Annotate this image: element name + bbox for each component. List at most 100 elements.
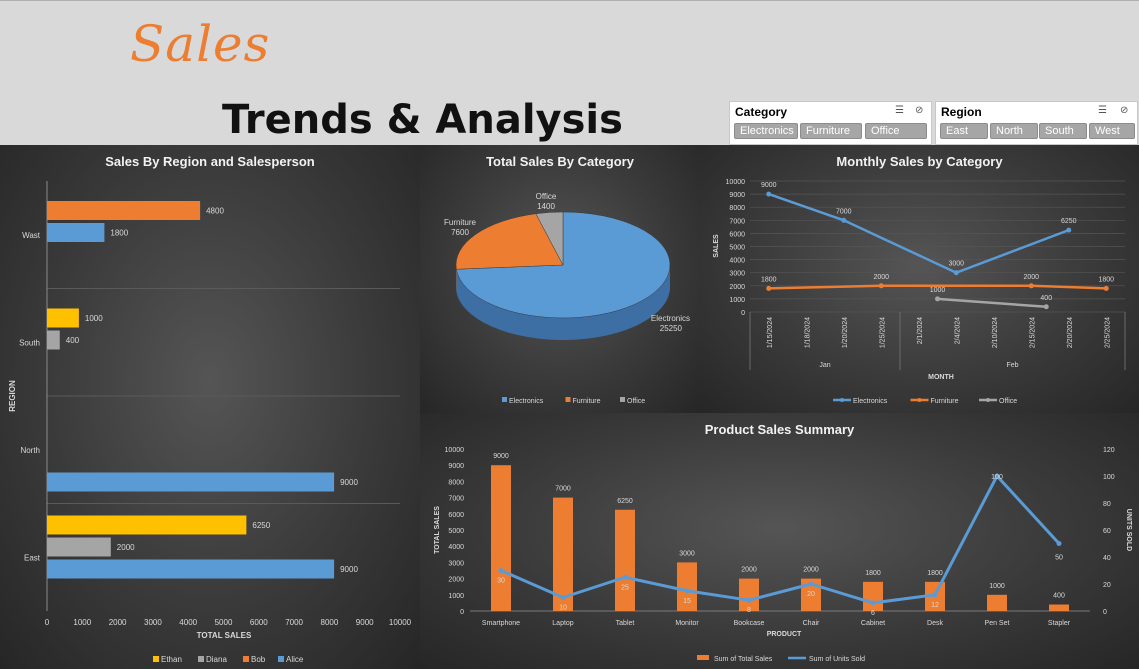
y2-tick-label: 0 bbox=[1103, 609, 1107, 616]
dashboard-subtitle: Trends & Analysis bbox=[222, 97, 623, 143]
legend-label: Alice bbox=[286, 655, 304, 664]
data-point bbox=[684, 588, 690, 594]
y-tick-label: 6000 bbox=[729, 231, 745, 238]
y-tick-label: 8000 bbox=[729, 205, 745, 212]
y-tick-label: 3000 bbox=[729, 271, 745, 278]
bar bbox=[553, 497, 573, 611]
units-label: 12 bbox=[931, 602, 939, 609]
legend-label: Sum of Units Sold bbox=[809, 656, 865, 663]
data-point bbox=[622, 574, 628, 580]
slicer-title: Category bbox=[735, 105, 788, 119]
units-label: 10 bbox=[559, 605, 567, 612]
series-line bbox=[768, 284, 1107, 290]
slice-label: Electronics bbox=[651, 314, 690, 323]
bar bbox=[47, 330, 60, 350]
slice-label: Furniture bbox=[444, 218, 477, 227]
y-tick-label: 5000 bbox=[729, 245, 745, 252]
legend-label: Furniture bbox=[573, 398, 601, 405]
pie-slice bbox=[535, 211, 564, 266]
y2-tick-label: 80 bbox=[1103, 501, 1111, 508]
legend-swatch bbox=[278, 656, 284, 662]
y2-tick-label: 120 bbox=[1103, 447, 1115, 454]
monthly-sales-chart[interactable]: Monthly Sales by Category 0 1000 2000 3000 4… bbox=[700, 145, 1139, 413]
data-label: 1000 bbox=[930, 287, 946, 294]
data-label: 1800 bbox=[1098, 276, 1114, 283]
x-tick-label: 3000 bbox=[144, 618, 162, 627]
data-point bbox=[994, 473, 1000, 479]
x-tick-label: 1000 bbox=[73, 618, 91, 627]
data-point bbox=[498, 568, 504, 573]
slicer-item-south[interactable]: South bbox=[1039, 123, 1087, 139]
data-point bbox=[766, 191, 772, 197]
data-point bbox=[870, 600, 876, 606]
y-tick-label: 9000 bbox=[729, 192, 745, 199]
series-line bbox=[768, 192, 1070, 275]
series-line bbox=[937, 297, 1047, 309]
data-label: 1000 bbox=[85, 314, 103, 323]
chart-title: Product Sales Summary bbox=[704, 422, 855, 437]
legend-swatch bbox=[697, 655, 709, 660]
clear-filter-icon[interactable]: ⊘ bbox=[1120, 105, 1129, 116]
legend-label: Sum of Total Sales bbox=[714, 656, 773, 663]
data-label: 9000 bbox=[340, 565, 358, 574]
units-label: 20 bbox=[807, 591, 815, 598]
legend-swatch bbox=[620, 397, 625, 402]
clear-filter-icon[interactable]: ⊘ bbox=[915, 105, 924, 116]
bar bbox=[615, 509, 635, 611]
units-label: 15 bbox=[683, 598, 691, 605]
x-tick-label: Chair bbox=[803, 620, 820, 627]
data-point bbox=[932, 592, 938, 598]
multi-select-icon[interactable]: ☰ bbox=[895, 105, 904, 116]
x-tick-label: 2/10/2024 bbox=[992, 317, 999, 348]
y-tick-label: 1000 bbox=[448, 593, 464, 600]
y-tick-label: 4000 bbox=[729, 258, 745, 265]
slicer-item-furniture[interactable]: Furniture bbox=[800, 123, 862, 139]
bar bbox=[47, 223, 105, 242]
y-tick-label: 0 bbox=[460, 609, 464, 616]
slicer-item-north[interactable]: North bbox=[990, 123, 1038, 139]
slicer-item-east[interactable]: East bbox=[940, 123, 988, 139]
y-axis-title: REGION bbox=[8, 380, 17, 412]
chart-title: Sales By Region and Salesperson bbox=[105, 154, 315, 169]
legend-swatch bbox=[565, 397, 571, 402]
bar bbox=[863, 581, 883, 611]
slice-label: Office bbox=[536, 192, 557, 201]
bar-value-label: 3000 bbox=[679, 550, 695, 557]
data-point bbox=[878, 283, 884, 289]
data-label: 3000 bbox=[948, 261, 964, 268]
data-point bbox=[808, 581, 814, 587]
x-tick-label: Cabinet bbox=[861, 620, 885, 627]
legend-swatch bbox=[502, 397, 507, 402]
region-chart-svg: 0 1000 2000 3000 4000 5000 6000 7000 8000 9000 100… bbox=[8, 181, 412, 664]
product-sales-chart[interactable]: Product Sales Summary 0 1000 2000 3000 4000 5… bbox=[420, 413, 1139, 669]
units-label: 100 bbox=[991, 474, 1003, 481]
data-point bbox=[560, 595, 566, 600]
bar bbox=[1049, 604, 1069, 611]
data-point bbox=[1028, 283, 1034, 289]
dashboard-header: Sales Trends & Analysis Category ☰ ⊘ Ele… bbox=[0, 0, 1139, 146]
data-point bbox=[746, 597, 752, 603]
region-salesperson-chart[interactable]: Sales By Region and Salesperson 0 1000 200… bbox=[0, 145, 420, 669]
y-axis-title: SALES bbox=[713, 234, 720, 258]
pie-chart-svg: Electronics25250Furniture7600Office1400E… bbox=[444, 192, 690, 405]
bar-value-label: 6250 bbox=[617, 498, 633, 505]
bar bbox=[47, 308, 79, 328]
y-tick-label: 4000 bbox=[448, 544, 464, 551]
bar bbox=[47, 201, 201, 220]
units-label: 6 bbox=[871, 610, 875, 617]
legend-marker bbox=[917, 398, 922, 402]
data-label: 400 bbox=[66, 336, 80, 345]
slicer-item-office[interactable]: Office bbox=[865, 123, 927, 139]
legend-label: Office bbox=[999, 398, 1017, 405]
x-tick-label: 1/25/2024 bbox=[879, 317, 886, 348]
data-point bbox=[1066, 227, 1072, 233]
y-tick-label: 2000 bbox=[448, 577, 464, 584]
multi-select-icon[interactable]: ☰ bbox=[1098, 105, 1107, 116]
slicer-item-electronics[interactable]: Electronics bbox=[734, 123, 798, 139]
data-point bbox=[1056, 541, 1062, 546]
x-tick-label: 2/15/2024 bbox=[1029, 317, 1036, 348]
data-label: 9000 bbox=[761, 182, 777, 189]
slicer-item-west[interactable]: West bbox=[1089, 123, 1135, 139]
logo-title: Sales bbox=[130, 15, 271, 73]
category-pie-chart[interactable]: Total Sales By Category Electronics 25250… bbox=[420, 145, 700, 413]
